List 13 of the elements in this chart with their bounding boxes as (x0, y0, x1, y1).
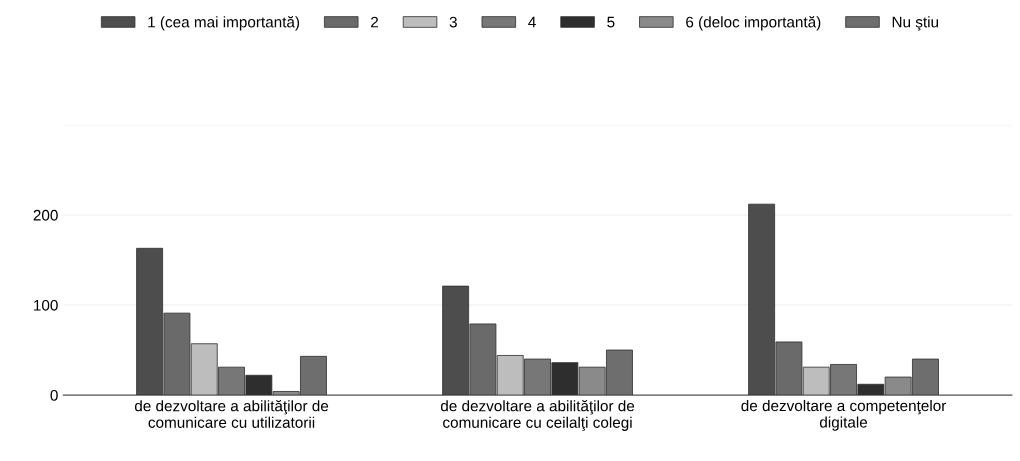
legend-label: 3 (449, 16, 457, 28)
y-tick-label: 100 (34, 299, 58, 311)
legend-label: 1 (cea mai importantă) (148, 16, 300, 31)
x-tick-label: de dezvoltare a competenţelor digitale (741, 399, 947, 431)
y-tick-label: 200 (33, 209, 58, 221)
legend-label: 5 (607, 16, 615, 28)
legend-label: 6 (deloc importantă) (686, 16, 821, 31)
legend-label: Nu ştiu (892, 16, 939, 31)
x-tick-label: de dezvoltare a abilităţilor de comunicare cu ceilalţi colegi (440, 399, 635, 431)
legend-label: 4 (528, 16, 536, 28)
x-tick-label: de dezvoltare a abilităţilor de comunicare cu utilizatorii (134, 399, 329, 428)
legend-label: 2 (371, 16, 379, 28)
y-tick-label: 0 (50, 389, 58, 401)
